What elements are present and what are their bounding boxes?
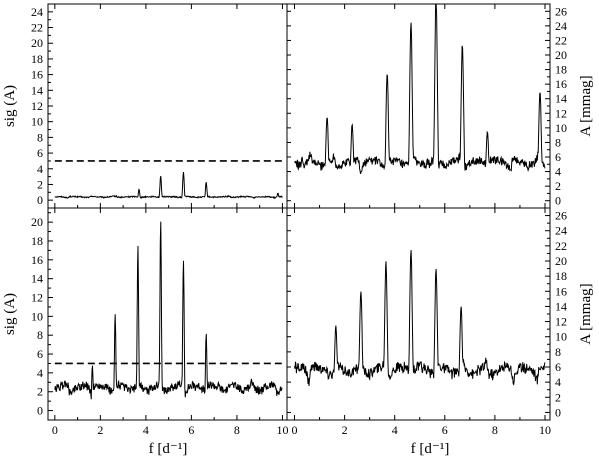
y-tick-label: 4: [555, 165, 561, 179]
y-tick-label: 22: [555, 239, 567, 253]
y-tick-label: 20: [31, 215, 43, 229]
panel-frame: [47, 3, 288, 209]
y-tick-label: 2: [555, 179, 561, 193]
y-tick-label: 16: [555, 284, 567, 298]
y-tick-label: 2: [37, 177, 43, 191]
y-tick-label: 18: [31, 52, 43, 66]
y-tick-label: 10: [555, 121, 567, 135]
y-tick-label: 0: [37, 404, 43, 418]
y-tick-label: 16: [31, 68, 43, 82]
y-tick-label: 2: [37, 385, 43, 399]
y-tick-label: 16: [555, 77, 567, 91]
y-tick-label: 0: [37, 193, 43, 207]
panel-bottom-left: 0 2 4 6 8 10 0 2 4 6 8 10 12 14 16 18 20 sig (A): [2, 207, 288, 437]
x-tick-label: 10: [539, 423, 551, 437]
periodogram-line: [54, 221, 283, 400]
y-tick-label: 6: [555, 360, 561, 374]
x-axis-label-left: f [d⁻¹]: [149, 441, 188, 457]
y-tick-label: 12: [31, 291, 43, 305]
y-axis-label: A [mmag]: [578, 283, 594, 344]
x-tick-label: 0: [52, 423, 58, 437]
y-tick-label: 14: [555, 299, 567, 313]
y-tick-label: 10: [555, 330, 567, 344]
y-tick-label: 10: [31, 115, 43, 129]
y-tick-label: 22: [555, 33, 567, 47]
x-tick-label: 4: [143, 423, 149, 437]
periodogram-line: [54, 172, 283, 200]
y-tick-label: 20: [555, 254, 567, 268]
panel-frame: [286, 207, 551, 421]
panel-frame: [286, 3, 551, 209]
y-tick-label: 20: [555, 48, 567, 62]
y-tick-label: 22: [31, 21, 43, 35]
y-tick-label: 12: [555, 315, 567, 329]
y-tick-label: 26: [555, 209, 567, 223]
y-axis-label: sig (A): [2, 85, 18, 127]
x-axis-label-right: f [d⁻¹]: [411, 441, 450, 457]
y-tick-label: 4: [555, 375, 561, 389]
y-tick-label: 8: [37, 328, 43, 342]
y-tick-label: 4: [37, 162, 43, 176]
y-tick-label: 10: [31, 309, 43, 323]
y-tick-label: 12: [31, 99, 43, 113]
y-axis-label: A [mmag]: [578, 75, 594, 136]
y-tick-label: 26: [555, 4, 567, 18]
y-tick-label: 24: [555, 224, 567, 238]
y-tick-label: 0: [555, 405, 561, 419]
y-tick-label: 14: [555, 92, 567, 106]
x-tick-label: 6: [442, 423, 448, 437]
y-tick-label: 4: [37, 366, 43, 380]
periodogram-line: [294, 250, 546, 387]
y-tick-label: 14: [31, 272, 43, 286]
y-tick-label: 6: [37, 347, 43, 361]
periodogram-line: [294, 3, 546, 174]
y-tick-label: 18: [555, 63, 567, 77]
x-tick-label: 2: [97, 423, 103, 437]
y-tick-label: 18: [555, 269, 567, 283]
y-tick-label: 8: [555, 345, 561, 359]
y-tick-label: 8: [37, 130, 43, 144]
y-tick-label: 18: [31, 234, 43, 248]
y-tick-label: 0: [555, 194, 561, 208]
x-tick-label: 8: [234, 423, 240, 437]
x-tick-label: 4: [392, 423, 398, 437]
y-tick-label: 14: [31, 83, 43, 97]
y-tick-label: 2: [555, 390, 561, 404]
y-tick-label: 20: [31, 36, 43, 50]
y-tick-label: 8: [555, 135, 561, 149]
x-tick-label: 2: [342, 423, 348, 437]
x-tick-label: 10: [276, 423, 288, 437]
y-tick-label: 6: [555, 150, 561, 164]
y-tick-label: 24: [31, 5, 43, 19]
y-tick-label: 24: [555, 19, 567, 33]
x-tick-label: 8: [492, 423, 498, 437]
y-tick-label: 6: [37, 146, 43, 160]
y-tick-label: 16: [31, 253, 43, 267]
y-axis-label: sig (A): [2, 293, 18, 335]
x-tick-label: 0: [292, 423, 298, 437]
x-tick-label: 6: [188, 423, 194, 437]
y-tick-label: 12: [555, 106, 567, 120]
